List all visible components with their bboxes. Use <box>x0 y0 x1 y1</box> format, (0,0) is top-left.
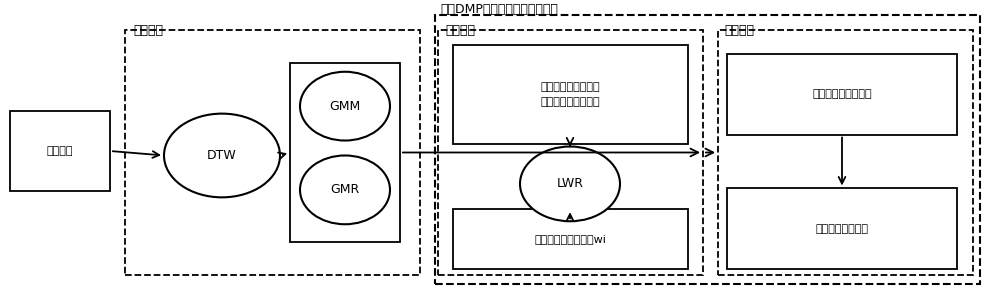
Bar <box>438 30 703 275</box>
Text: 拖动示教: 拖动示教 <box>47 146 73 156</box>
Text: 技能学习: 技能学习 <box>445 25 475 37</box>
Bar <box>453 209 688 269</box>
Ellipse shape <box>164 114 280 197</box>
Bar <box>125 30 420 275</box>
Ellipse shape <box>300 155 390 224</box>
Bar <box>453 45 688 144</box>
Text: LWR: LWR <box>556 177 584 190</box>
Text: 得到新的旋拧轨迹: 得到新的旋拧轨迹 <box>816 224 868 234</box>
Bar <box>435 15 980 284</box>
Text: 计算出最佳的权重值wi: 计算出最佳的权重值wi <box>534 234 606 244</box>
Text: 设置参数：起始点、
目标点以及各种常数: 设置参数：起始点、 目标点以及各种常数 <box>540 82 600 106</box>
Text: GMR: GMR <box>330 183 360 196</box>
Bar <box>727 54 957 135</box>
Ellipse shape <box>300 72 390 141</box>
Text: GMM: GMM <box>329 100 361 113</box>
Bar <box>290 63 400 242</box>
Text: DTW: DTW <box>207 149 237 162</box>
Bar <box>718 30 973 275</box>
Text: 数据处理: 数据处理 <box>133 25 163 37</box>
Text: 技能泛化: 技能泛化 <box>724 25 754 37</box>
Text: 新的起始点、目标点: 新的起始点、目标点 <box>812 89 872 99</box>
Bar <box>727 188 957 269</box>
Bar <box>10 111 110 191</box>
Text: 基于DMP的旋拧轨迹学习和泛化: 基于DMP的旋拧轨迹学习和泛化 <box>440 4 558 16</box>
Ellipse shape <box>520 147 620 221</box>
